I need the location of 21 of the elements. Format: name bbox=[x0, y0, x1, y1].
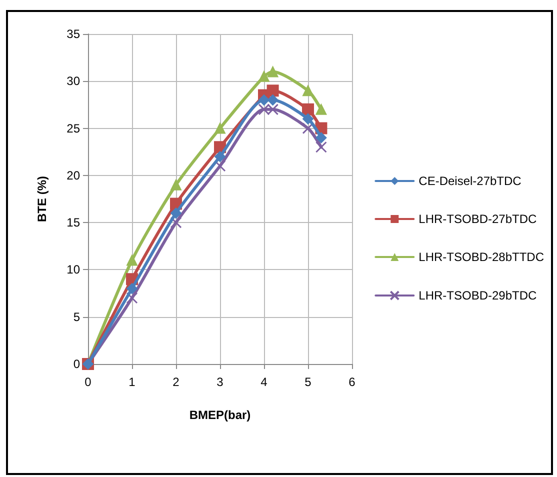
y-tick-label: 25 bbox=[66, 121, 80, 136]
y-axis-title: BTE (%) bbox=[35, 176, 49, 222]
x-tick-label: 3 bbox=[216, 375, 224, 389]
legend-label: LHR-TSOBD-27bTDC bbox=[418, 212, 538, 226]
x-axis-title: BMEP(bar) bbox=[189, 408, 251, 422]
x-tick-label: 0 bbox=[84, 375, 92, 389]
x-tick-label: 2 bbox=[172, 375, 180, 389]
y-tick-label: 10 bbox=[66, 262, 80, 277]
x-tick-label: 4 bbox=[260, 375, 268, 389]
y-tick-label: 15 bbox=[66, 216, 80, 230]
y-tick-label: 30 bbox=[66, 74, 80, 88]
legend-label: LHR-TSOBD-28bTTDC bbox=[418, 250, 544, 264]
y-tick-label: 0 bbox=[73, 357, 80, 371]
x-tick-label: 1 bbox=[128, 375, 136, 389]
x-tick-label: 6 bbox=[348, 375, 356, 389]
x-tick-label: 5 bbox=[304, 375, 312, 389]
legend-label: LHR-TSOBD-29bTDC bbox=[418, 288, 538, 302]
y-tick-label: 5 bbox=[73, 310, 80, 324]
legend-label: CE-Deisel-27bTDC bbox=[418, 174, 522, 188]
y-tick-label: 35 bbox=[66, 27, 80, 41]
y-tick-label: 20 bbox=[66, 168, 80, 182]
